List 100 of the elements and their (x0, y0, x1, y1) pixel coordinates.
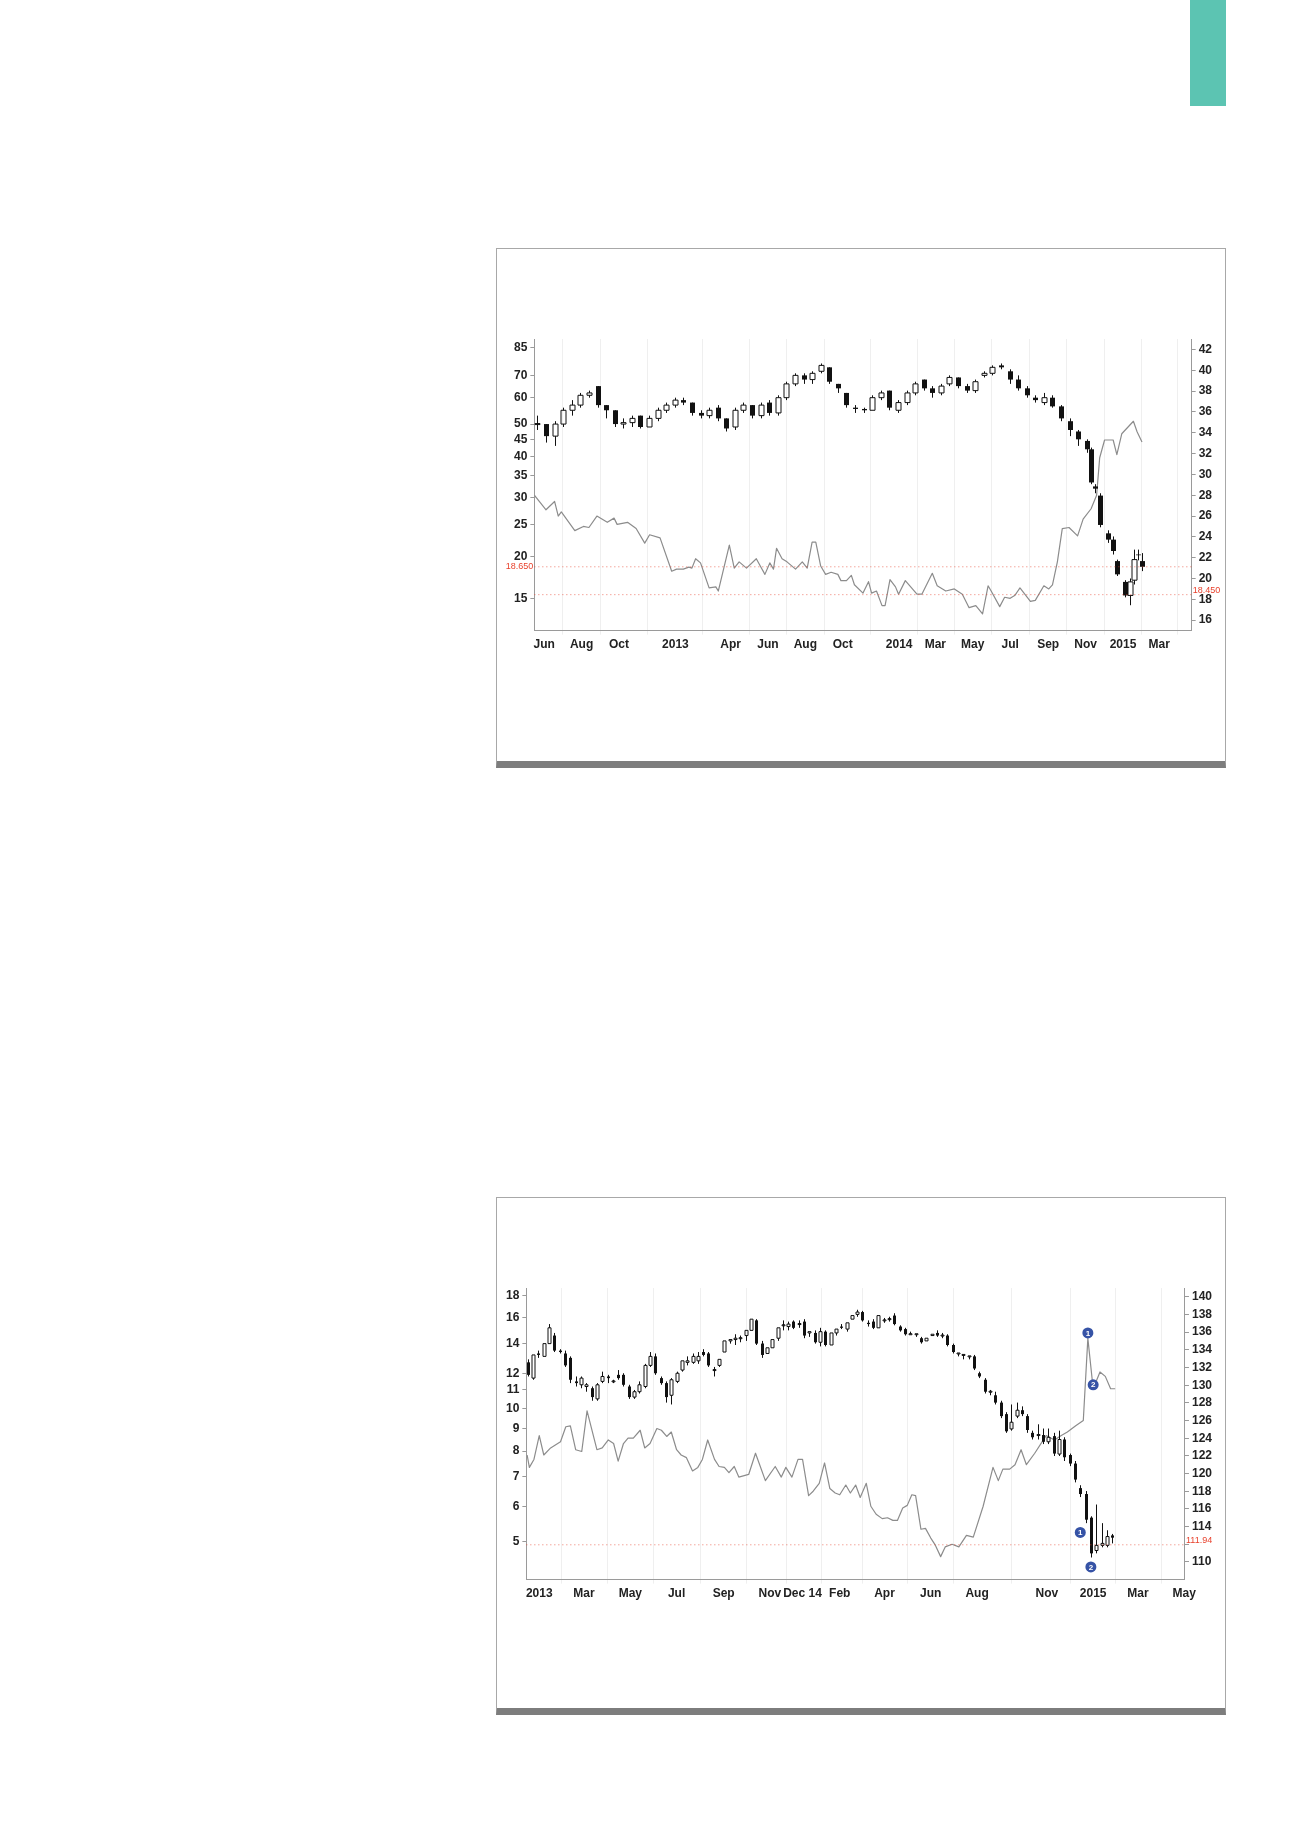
candlestick (809, 370, 816, 385)
candlestick (1036, 1423, 1041, 1441)
y-tick-label: 20 (513, 548, 528, 563)
y2-tick-label: 110 (1191, 1554, 1212, 1569)
y-tick-label: 9 (512, 1420, 520, 1435)
x-tick-label: May (618, 1586, 643, 1601)
y2-tick-label: 38 (1198, 383, 1213, 398)
candlestick (596, 385, 601, 409)
y2-tick-label: 34 (1198, 425, 1213, 440)
y-tick-label: 25 (513, 516, 528, 531)
y2-tick-label: 124 (1191, 1430, 1213, 1445)
y2-tick-label: 130 (1191, 1377, 1213, 1392)
x-tick-label: Jul (1001, 637, 1019, 652)
y2-tick-label: 134 (1191, 1342, 1213, 1357)
y2-tick-label: 24 (1198, 529, 1213, 544)
annotation: 1 (1078, 1528, 1084, 1538)
y-tick-label: 50 (513, 416, 528, 431)
y2-tick-label: 126 (1191, 1412, 1213, 1427)
ref-line-label: 111.94 (1185, 1534, 1213, 1545)
y-tick-label: 10 (505, 1400, 520, 1415)
y2-tick-label: 40 (1198, 362, 1213, 377)
candlestick (544, 423, 549, 444)
y2-tick-label: 30 (1198, 466, 1213, 481)
y2-tick-label: 138 (1191, 1306, 1213, 1321)
x-tick-label: Mar (1148, 637, 1171, 652)
x-tick-label: 2014 (885, 637, 913, 652)
candlestick (869, 394, 876, 411)
y2-tick-label: 42 (1198, 341, 1213, 356)
y2-tick-label: 32 (1198, 445, 1213, 460)
x-tick-label: 2013 (525, 1586, 553, 1601)
x-tick-label: Jun (757, 637, 779, 652)
x-tick-label: 2015 (1079, 1586, 1107, 1601)
y-tick-label: 30 (513, 490, 528, 505)
x-tick-label: May (1172, 1586, 1197, 1601)
x-tick-label: Sep (1037, 637, 1060, 652)
y-tick-label: 18 (505, 1287, 520, 1302)
x-tick-label: Jun (920, 1586, 942, 1601)
x-tick-label: Apr (720, 637, 742, 652)
y2-tick-label: 116 (1191, 1501, 1212, 1516)
candlestick (1074, 1460, 1077, 1483)
x-tick-label: Jul (667, 1586, 686, 1601)
y-tick-label: 7 (512, 1469, 520, 1484)
y-tick-label: 16 (505, 1310, 520, 1325)
y2-tick-label: 26 (1198, 508, 1213, 523)
y-tick-label: 6 (512, 1498, 520, 1513)
y2-tick-label: 114 (1191, 1518, 1212, 1533)
x-tick-label: Feb (829, 1586, 851, 1601)
x-tick-label: Apr (874, 1586, 896, 1601)
x-tick-label: Oct (608, 637, 629, 652)
y-tick-label: 14 (505, 1335, 520, 1350)
candlestick (1140, 552, 1145, 572)
y-tick-label: 40 (513, 448, 528, 463)
x-tick-label: Sep (712, 1586, 735, 1601)
ref-line-label: 18.450 (1192, 584, 1221, 595)
x-tick-label: Jun (533, 637, 555, 652)
candlestick (850, 1315, 855, 1320)
candlestick (1111, 535, 1116, 556)
x-tick-label: Mar (924, 637, 947, 652)
annotation: 2 (1090, 1380, 1096, 1390)
x-tick-label: May (961, 637, 985, 652)
y-tick-label: 70 (513, 367, 528, 382)
y2-tick-label: 140 (1191, 1289, 1213, 1304)
y2-tick-label: 20 (1198, 570, 1213, 585)
y2-tick-label: 120 (1191, 1465, 1213, 1480)
x-tick-label: Aug (965, 1586, 989, 1601)
x-tick-label: Mar (573, 1586, 596, 1601)
candlestick (1026, 1413, 1029, 1434)
y2-tick-label: 28 (1198, 487, 1213, 502)
x-tick-label: Aug (793, 637, 818, 652)
x-tick-label: 2015 (1109, 637, 1137, 652)
y2-tick-label: 22 (1198, 550, 1213, 565)
y-tick-label: 15 (513, 590, 528, 605)
y-tick-label: 11 (506, 1382, 520, 1397)
annotation: 2 (1088, 1562, 1094, 1572)
x-tick-label: Oct (832, 637, 853, 652)
candlestick (924, 1337, 929, 1342)
y-tick-label: 12 (505, 1365, 520, 1380)
candlestick (930, 1333, 935, 1337)
x-tick-label: Nov (1074, 637, 1098, 652)
annotation: 1 (1085, 1328, 1091, 1338)
y2-tick-label: 136 (1191, 1324, 1213, 1339)
y-tick-label: 8 (512, 1443, 520, 1458)
x-tick-label: Nov (758, 1586, 782, 1601)
y-tick-label: 5 (512, 1533, 520, 1548)
x-tick-label: Aug (569, 637, 594, 652)
candlestick (569, 1355, 572, 1384)
x-tick-label: 2013 (662, 637, 690, 652)
y2-tick-label: 118 (1191, 1483, 1212, 1498)
y2-tick-label: 128 (1191, 1395, 1213, 1410)
y2-tick-label: 122 (1191, 1448, 1213, 1463)
x-tick-label: Nov (1035, 1586, 1059, 1601)
y-tick-label: 85 (513, 339, 528, 354)
y-tick-label: 35 (513, 468, 528, 482)
y2-tick-label: 36 (1198, 404, 1213, 419)
x-tick-label: Dec 14 (783, 1586, 823, 1601)
x-tick-label: Mar (1127, 1586, 1149, 1601)
y2-tick-label: 16 (1198, 612, 1213, 627)
y-tick-label: 60 (513, 389, 528, 404)
y-tick-label: 45 (513, 431, 528, 446)
ref-line-label: 18.650 (505, 561, 534, 572)
